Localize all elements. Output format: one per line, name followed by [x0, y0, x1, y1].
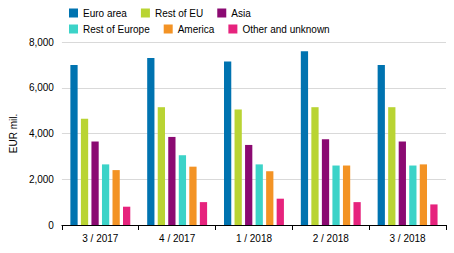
svg-text:Other and unknown: Other and unknown — [242, 24, 329, 35]
svg-text:0: 0 — [48, 220, 54, 231]
svg-text:3 / 2018: 3 / 2018 — [390, 233, 427, 244]
svg-text:2,000: 2,000 — [29, 174, 54, 185]
svg-text:Rest of EU: Rest of EU — [155, 8, 203, 19]
svg-text:EUR mil.: EUR mil. — [8, 114, 19, 153]
svg-text:8,000: 8,000 — [29, 37, 54, 48]
svg-text:6,000: 6,000 — [29, 82, 54, 93]
svg-text:3 / 2017: 3 / 2017 — [82, 233, 119, 244]
svg-text:Rest of Europe: Rest of Europe — [83, 24, 150, 35]
svg-text:Asia: Asia — [231, 8, 251, 19]
svg-text:2 / 2018: 2 / 2018 — [313, 233, 350, 244]
svg-text:America: America — [178, 24, 215, 35]
svg-text:4,000: 4,000 — [29, 128, 54, 139]
svg-text:1 / 2018: 1 / 2018 — [236, 233, 273, 244]
svg-text:Euro area: Euro area — [83, 8, 127, 19]
svg-text:4 / 2017: 4 / 2017 — [159, 233, 196, 244]
